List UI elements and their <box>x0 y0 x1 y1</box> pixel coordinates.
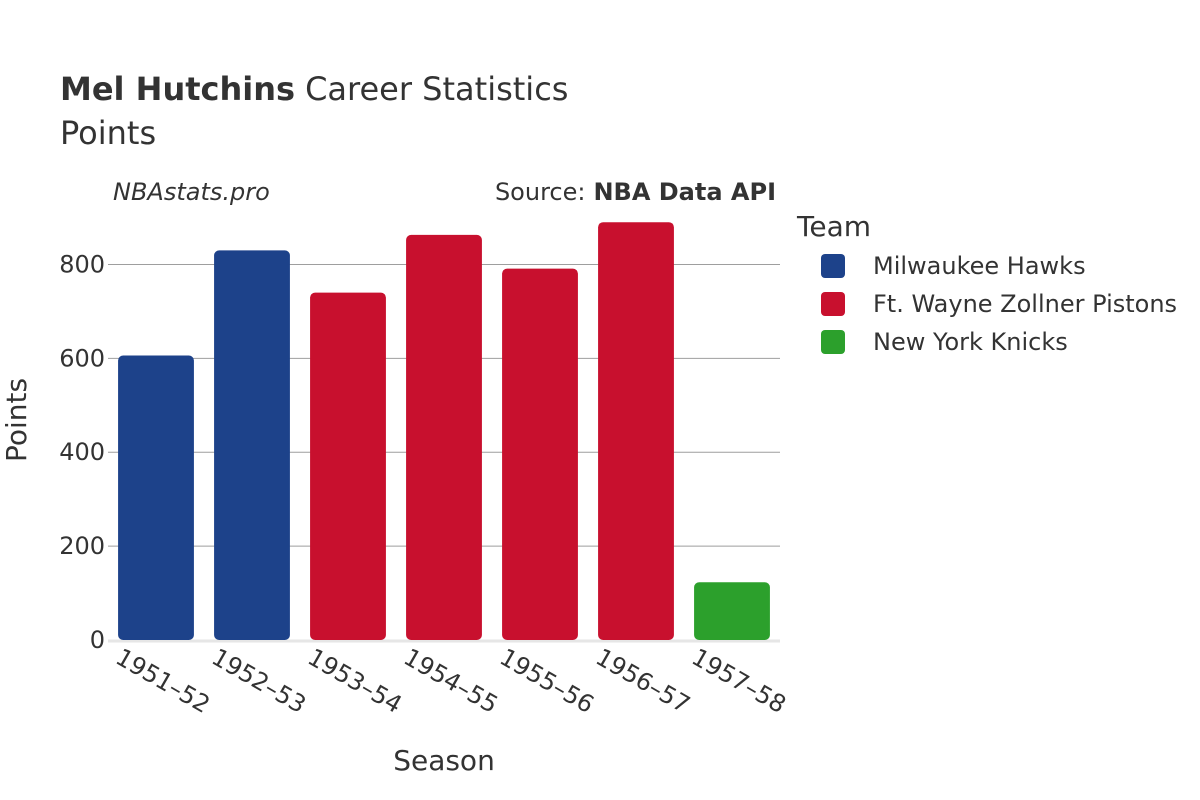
legend-title: Team <box>796 210 871 243</box>
y-axis-title: Points <box>0 378 33 462</box>
legend: Milwaukee Hawks Ft. Wayne Zollner Pistons… <box>821 252 1177 356</box>
legend-swatch <box>821 330 845 354</box>
bar-1955–56 <box>502 268 578 640</box>
x-tick-labels: 1951–521952–531953–541954–551955–561956–… <box>111 643 791 719</box>
bars <box>118 222 770 640</box>
y-tick-label: 200 <box>59 532 105 560</box>
source-prefix: Source: <box>495 178 586 206</box>
bar-1953–54 <box>310 292 386 640</box>
legend-label: Ft. Wayne Zollner Pistons <box>873 290 1177 318</box>
x-axis-title: Season <box>393 744 495 777</box>
legend-swatch <box>821 292 845 316</box>
x-tick-label: 1952–53 <box>207 643 311 719</box>
site-credit: NBAstats.pro <box>113 178 270 206</box>
legend-label: Milwaukee Hawks <box>873 252 1086 280</box>
y-tick-label: 400 <box>59 438 105 466</box>
chart-title: Mel Hutchins Career Statistics <box>60 70 568 108</box>
x-tick-label: 1953–54 <box>303 643 407 719</box>
y-tick-label: 800 <box>59 250 105 278</box>
bar-1957–58 <box>694 582 770 640</box>
bar-1956–57 <box>598 222 674 640</box>
y-tick-label: 0 <box>90 626 105 654</box>
player-name: Mel Hutchins <box>60 70 295 108</box>
bar-1951–52 <box>118 355 194 640</box>
source-name: NBA Data API <box>593 178 776 206</box>
x-tick-label: 1957–58 <box>687 643 791 719</box>
source-credit: Source: NBA Data API <box>495 178 776 206</box>
legend-swatch <box>821 254 845 278</box>
x-tick-label: 1956–57 <box>591 643 695 719</box>
legend-label: New York Knicks <box>873 328 1068 356</box>
x-tick-label: 1955–56 <box>495 643 599 719</box>
x-tick-label: 1954–55 <box>399 643 503 719</box>
title-suffix: Career Statistics <box>305 70 568 108</box>
bar-1954–55 <box>406 234 482 640</box>
bar-1952–53 <box>214 250 290 640</box>
y-tick-labels: 0 200 400 600 800 <box>59 250 105 654</box>
chart-subtitle: Points <box>60 114 156 152</box>
y-tick-label: 600 <box>59 344 105 372</box>
x-tick-label: 1951–52 <box>111 643 215 719</box>
